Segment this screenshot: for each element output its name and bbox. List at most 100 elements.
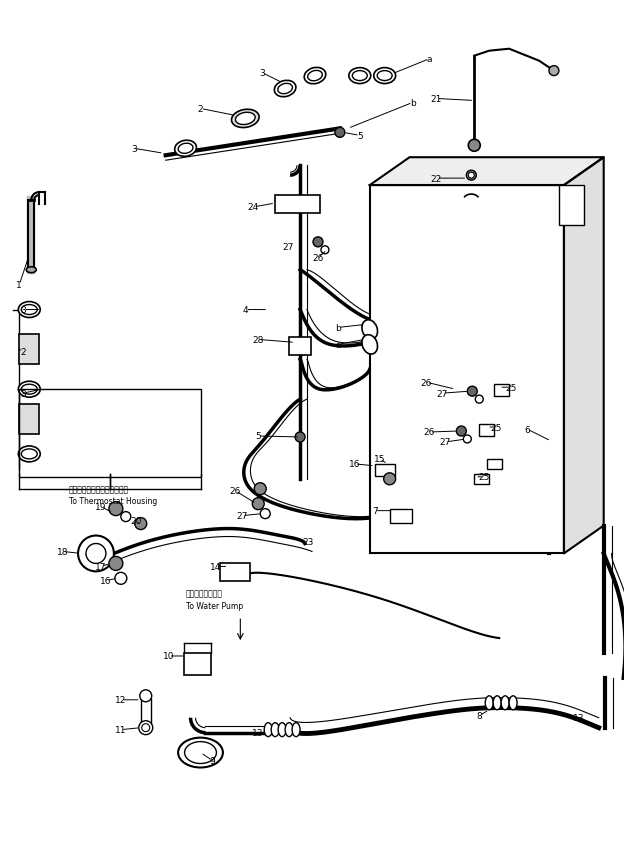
Circle shape: [135, 518, 147, 530]
Circle shape: [468, 173, 474, 179]
Circle shape: [456, 426, 466, 437]
Ellipse shape: [26, 268, 36, 274]
Text: b: b: [335, 324, 341, 332]
Ellipse shape: [362, 320, 378, 340]
Circle shape: [254, 483, 266, 495]
Text: 3: 3: [259, 69, 265, 78]
Ellipse shape: [485, 696, 493, 710]
Circle shape: [140, 690, 152, 702]
Text: 3: 3: [21, 389, 26, 398]
Circle shape: [109, 557, 123, 571]
Circle shape: [121, 512, 131, 522]
Circle shape: [549, 66, 559, 77]
Text: 10: 10: [163, 652, 174, 660]
Text: 13: 13: [251, 728, 263, 737]
Text: ウォータポンプへ: ウォータポンプへ: [186, 589, 222, 598]
Circle shape: [86, 544, 106, 564]
Bar: [488, 459, 502, 469]
Text: 3: 3: [21, 306, 26, 314]
Circle shape: [468, 387, 478, 397]
Bar: [19, 335, 39, 365]
Bar: [494, 385, 509, 397]
Text: 26: 26: [424, 428, 435, 437]
Text: 13: 13: [573, 714, 584, 722]
Text: a: a: [335, 340, 341, 350]
Text: 15: 15: [374, 455, 386, 464]
Ellipse shape: [278, 84, 292, 95]
Text: To Thermostat Housing: To Thermostat Housing: [69, 497, 158, 505]
Text: 1: 1: [16, 281, 22, 290]
Text: To Water Pump: To Water Pump: [186, 601, 242, 610]
Circle shape: [466, 171, 476, 181]
Circle shape: [253, 499, 264, 510]
Text: 16: 16: [100, 576, 112, 585]
Polygon shape: [370, 158, 604, 186]
Ellipse shape: [292, 723, 300, 737]
Bar: [141, 698, 151, 728]
Ellipse shape: [231, 110, 259, 128]
Bar: [289, 338, 311, 356]
Bar: [221, 564, 250, 582]
Ellipse shape: [271, 723, 279, 737]
Text: 26: 26: [421, 378, 432, 387]
Circle shape: [260, 509, 270, 519]
Text: 8: 8: [476, 711, 482, 721]
Circle shape: [475, 396, 483, 404]
Ellipse shape: [374, 69, 396, 84]
Text: 22: 22: [431, 175, 442, 183]
Circle shape: [139, 721, 152, 734]
Ellipse shape: [175, 141, 196, 158]
Text: 20: 20: [130, 517, 141, 525]
Circle shape: [115, 573, 127, 585]
Ellipse shape: [501, 696, 509, 710]
Text: 27: 27: [282, 243, 294, 252]
Text: 28: 28: [253, 336, 264, 344]
Bar: [474, 474, 489, 484]
Text: 23: 23: [302, 537, 314, 547]
Text: 18: 18: [58, 548, 69, 556]
Text: 24: 24: [248, 203, 259, 213]
Circle shape: [295, 432, 305, 443]
Ellipse shape: [184, 741, 216, 764]
Text: 26: 26: [312, 254, 324, 263]
Ellipse shape: [178, 738, 223, 768]
Ellipse shape: [236, 113, 255, 126]
Circle shape: [335, 128, 345, 138]
Circle shape: [142, 724, 150, 732]
Ellipse shape: [509, 696, 517, 710]
Text: 19: 19: [95, 503, 107, 511]
Text: サーモスタットハウジングへ: サーモスタットハウジングへ: [69, 485, 129, 493]
Ellipse shape: [285, 723, 293, 737]
Ellipse shape: [352, 71, 367, 82]
Ellipse shape: [493, 696, 501, 710]
Circle shape: [78, 536, 114, 572]
Text: 12: 12: [115, 696, 126, 704]
Ellipse shape: [18, 302, 40, 318]
Circle shape: [468, 140, 480, 152]
Circle shape: [321, 246, 329, 255]
Ellipse shape: [21, 449, 38, 459]
Bar: [184, 653, 211, 675]
Ellipse shape: [18, 446, 40, 462]
Text: 5: 5: [256, 432, 261, 441]
Bar: [375, 464, 394, 476]
Bar: [370, 186, 564, 554]
Ellipse shape: [349, 69, 371, 84]
Bar: [19, 405, 39, 435]
Bar: [19, 390, 201, 477]
Text: 25: 25: [506, 383, 517, 393]
Text: 25: 25: [491, 423, 502, 432]
Ellipse shape: [378, 71, 392, 82]
Text: 3: 3: [131, 145, 137, 153]
Bar: [479, 424, 494, 437]
Text: 27: 27: [237, 511, 248, 521]
Text: b: b: [409, 99, 416, 108]
Ellipse shape: [308, 71, 322, 82]
Ellipse shape: [178, 144, 193, 154]
Text: 21: 21: [431, 95, 442, 104]
Ellipse shape: [18, 381, 40, 398]
Ellipse shape: [274, 81, 296, 97]
Ellipse shape: [278, 723, 286, 737]
Text: 5: 5: [357, 132, 362, 140]
Ellipse shape: [304, 68, 326, 84]
